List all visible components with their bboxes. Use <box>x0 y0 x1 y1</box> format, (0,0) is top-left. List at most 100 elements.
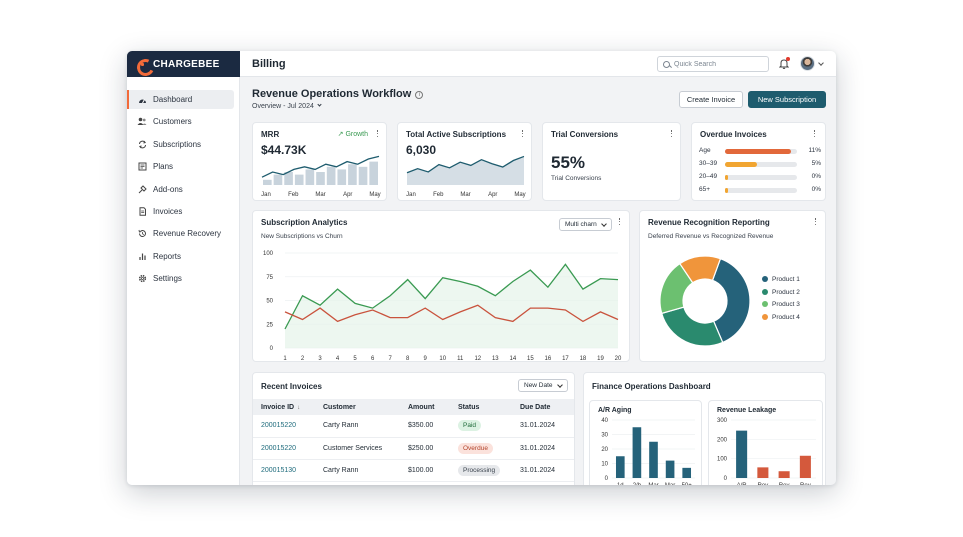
invoice-id-link[interactable]: 200015220 <box>253 415 315 438</box>
info-icon[interactable]: i <box>415 91 424 99</box>
subscription-analytics-title: Subscription Analytics <box>261 218 348 227</box>
column-header-amount[interactable]: Amount <box>400 399 450 415</box>
column-header-due-date[interactable]: Due Date <box>512 399 574 415</box>
legend-swatch <box>762 288 768 295</box>
x-tick-label: 50+ <box>682 483 693 485</box>
trial-conversions-title: Trial Conversions <box>551 130 619 139</box>
sidebar-item-settings[interactable]: Settings <box>127 269 234 288</box>
ar-aging-chart: 0 10 20 30 40 1d 2/h Mar Mar 50+ <box>601 418 695 485</box>
due-date-cell: 31.01.2024 <box>512 415 574 438</box>
new-subscription-button[interactable]: New Subscription <box>748 91 826 108</box>
sidebar-item-plans[interactable]: Plans <box>127 157 234 176</box>
overdue-invoices-title: Overdue Invoices <box>700 130 767 139</box>
x-tick-label: 9 <box>424 356 428 362</box>
brand-logo[interactable]: CHARGEBEE <box>127 51 240 77</box>
x-tick-label: 15 <box>527 356 534 362</box>
bar <box>632 427 642 478</box>
more-options-icon[interactable] <box>670 130 673 138</box>
active-subscriptions-card: Total Active Subscriptions 6,030 Jan Feb M… <box>397 122 532 201</box>
x-tick-label: 16 <box>545 356 552 362</box>
trial-conversions-value: 55% <box>551 153 586 172</box>
y-tick-label: 10 <box>601 462 608 468</box>
more-options-icon[interactable] <box>618 218 621 226</box>
sidebar-item-label: Reports <box>153 251 182 261</box>
more-options-icon[interactable] <box>376 130 379 138</box>
bar <box>778 471 790 478</box>
aging-label: Age <box>699 147 711 154</box>
x-tick-label: 3 <box>318 356 322 362</box>
bar <box>665 460 675 478</box>
sparkline-bar <box>369 161 378 185</box>
x-tick-label: 13 <box>492 356 499 362</box>
aging-bar-track <box>725 175 797 180</box>
chart-type-dropdown[interactable]: Multi charn <box>559 218 612 231</box>
more-options-icon[interactable] <box>521 130 524 138</box>
ar-aging-title: A/R Aging <box>598 407 632 414</box>
trial-conversions-caption: Trial Conversions <box>551 175 602 182</box>
notifications-bell-icon[interactable] <box>779 57 790 69</box>
legend-swatch <box>762 301 768 307</box>
column-header-customer[interactable]: Customer <box>315 399 400 415</box>
series-line <box>284 304 619 323</box>
x-tick-label: 4 <box>336 356 340 362</box>
settings-icon <box>137 274 147 284</box>
period-selector[interactable]: Overview - Jul 2024 <box>252 102 322 110</box>
table-header-row: Invoice ID ↓ Customer Amount Status Due D… <box>253 399 574 415</box>
legend-label: Product 2 <box>772 288 800 296</box>
aging-bar-fill <box>725 188 728 193</box>
sidebar: Dashboard Customers Subscriptions Plans … <box>127 77 240 485</box>
invoice-id-link[interactable]: 200015130 <box>253 459 315 482</box>
table-row[interactable]: 200015220 Customer Services $250.00 Overdue… <box>253 437 574 460</box>
create-invoice-button[interactable]: Create Invoice <box>679 91 743 108</box>
bar <box>736 430 748 478</box>
sort-date-dropdown[interactable]: New Date <box>518 379 568 392</box>
y-tick-label: 200 <box>717 437 728 443</box>
sidebar-item-subscriptions[interactable]: Subscriptions <box>127 135 234 154</box>
more-options-icon[interactable] <box>814 218 817 226</box>
sidebar-item-dashboard[interactable]: Dashboard <box>127 90 234 109</box>
aging-bar-track <box>725 188 797 193</box>
aging-percent: 5% <box>811 160 821 167</box>
column-header-status[interactable]: Status <box>450 399 512 415</box>
sort-arrow-icon: ↓ <box>297 404 301 411</box>
legend-label: Product 3 <box>772 301 800 308</box>
invoice-id-link[interactable]: 200015220 <box>253 437 315 460</box>
y-tick-label: 0 <box>724 476 728 482</box>
series-area <box>285 264 618 348</box>
search-input[interactable] <box>674 60 764 68</box>
sidebar-item-customers[interactable]: Customers <box>127 112 234 131</box>
column-header-invoice-id[interactable]: Invoice ID ↓ <box>253 399 315 415</box>
sidebar-item-label: Plans <box>153 162 174 172</box>
overdue-invoices-card: Overdue Invoices Age 11% 30–39 5% 20–49 0% 65+… <box>691 122 826 201</box>
revenue-leakage-title: Revenue Leakage <box>717 407 777 414</box>
search-icon <box>663 60 670 68</box>
chevron-down-icon[interactable] <box>818 60 824 66</box>
sidebar-item-reports[interactable]: Reports <box>127 247 234 266</box>
bar <box>757 467 769 478</box>
user-avatar[interactable] <box>800 56 815 71</box>
table-row[interactable]: 200015220 Carty Rann $350.00 Paid 31.01.2024 <box>253 415 574 438</box>
y-tick-label: 100 <box>263 251 274 257</box>
bar <box>682 467 692 478</box>
bar <box>615 456 625 478</box>
more-options-icon[interactable] <box>813 130 816 138</box>
sidebar-item-revenue-recovery[interactable]: Revenue Recovery <box>127 224 234 243</box>
revenue-recovery-icon <box>137 229 147 239</box>
x-tick-label: 14 <box>509 356 516 362</box>
x-tick-label: 20 <box>615 356 622 362</box>
table-row[interactable]: 200015130 Carty Rann $100.00 Processing 31.0… <box>253 459 574 482</box>
sort-date-value: New Date <box>524 382 553 389</box>
sparkline-line <box>261 155 380 178</box>
x-tick-label: 19 <box>597 356 604 362</box>
y-tick-label: 30 <box>601 433 608 439</box>
x-tick-label: 11 <box>457 356 464 362</box>
y-tick-label: 50 <box>266 299 273 305</box>
search-box[interactable] <box>657 56 769 72</box>
sidebar-item-invoices[interactable]: Invoices <box>127 202 234 221</box>
status-badge: Overdue <box>458 442 493 454</box>
month-label: Mar <box>315 192 325 198</box>
sidebar-item-addons[interactable]: Add-ons <box>127 180 234 199</box>
x-tick-label: Mar <box>665 483 675 485</box>
month-label: Mar <box>460 192 470 198</box>
sparkline-bar <box>348 164 357 185</box>
